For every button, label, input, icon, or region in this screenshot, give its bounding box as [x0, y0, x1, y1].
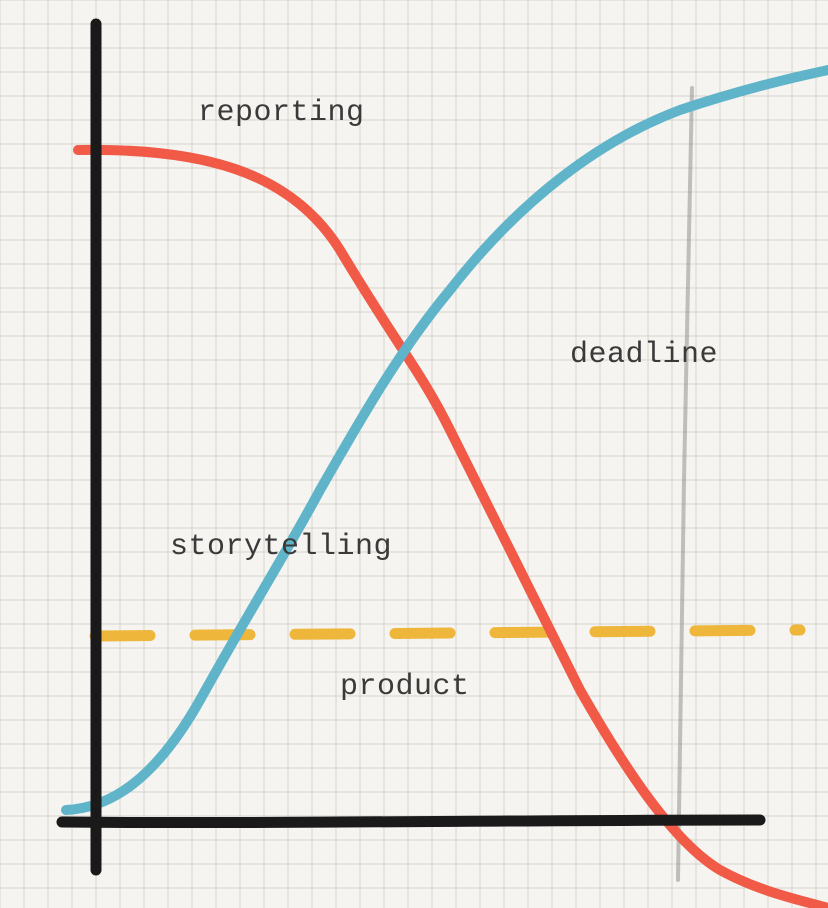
reporting-label: reporting	[198, 96, 365, 130]
storytelling-label: storytelling	[170, 530, 392, 564]
axes	[0, 0, 828, 908]
deadline-label: deadline	[570, 338, 718, 372]
product-label: product	[340, 670, 470, 704]
chart-canvas: reporting storytelling product deadline	[0, 0, 828, 908]
